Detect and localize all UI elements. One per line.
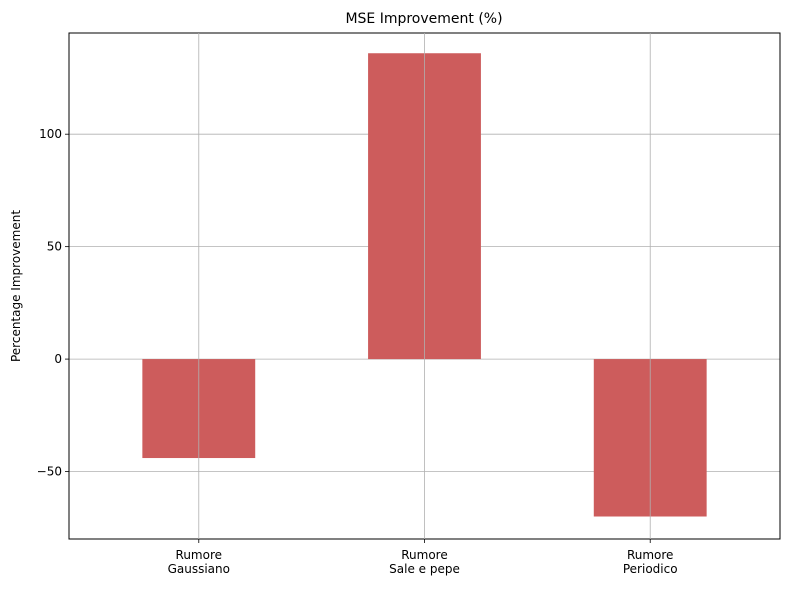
x-tick-label: Rumore <box>401 548 448 562</box>
x-tick-label: Rumore <box>627 548 674 562</box>
x-tick-label: Rumore <box>176 548 223 562</box>
x-tick-label: Gaussiano <box>168 562 230 576</box>
y-axis-label: Percentage Improvement <box>9 210 23 362</box>
y-tick-label: −50 <box>37 465 62 479</box>
y-tick-label: 100 <box>39 127 62 141</box>
y-tick-label: 0 <box>54 352 62 366</box>
x-tick-label: Sale e pepe <box>389 562 460 576</box>
y-tick-label: 50 <box>47 240 62 254</box>
x-tick-label: Periodico <box>623 562 678 576</box>
chart-title: MSE Improvement (%) <box>345 11 502 27</box>
